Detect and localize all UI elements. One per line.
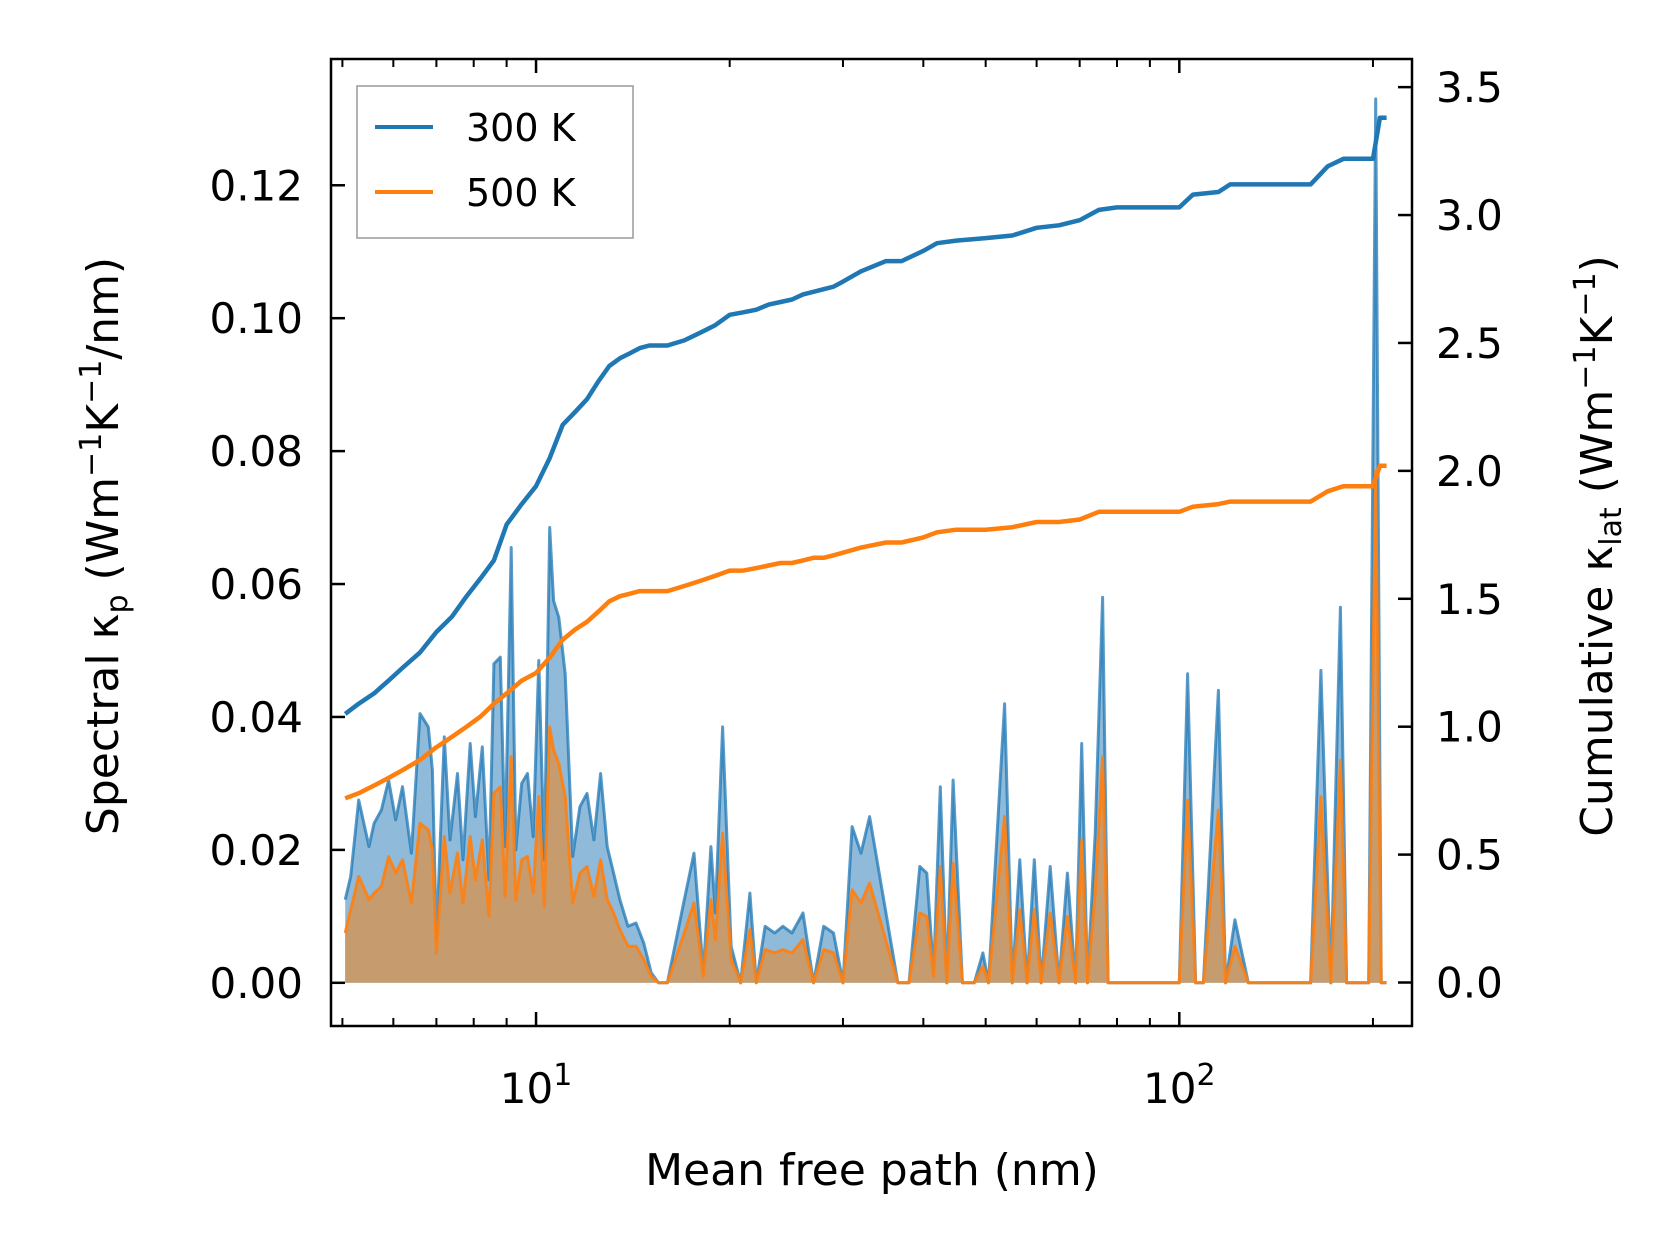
y-right-title-unit: ) bbox=[1572, 255, 1623, 272]
y-left-tick-label: 0.06 bbox=[209, 560, 303, 609]
x-ticks bbox=[341, 59, 1374, 1026]
cumulative-series-layer bbox=[343, 115, 1387, 801]
y-right-tick-label: 0.0 bbox=[1436, 959, 1503, 1008]
x-tick-exponent: 2 bbox=[1196, 1058, 1215, 1093]
x-tick-exponent: 1 bbox=[553, 1058, 572, 1093]
y-left-tick-label: 0.10 bbox=[209, 294, 303, 343]
y-right-title-superscript: −1 bbox=[1568, 272, 1603, 316]
y-right-tick-label: 1.5 bbox=[1436, 575, 1503, 624]
y-left-title-superscript: −1 bbox=[74, 433, 109, 477]
spectral-area-500k-outline bbox=[343, 469, 1387, 985]
y-left-tick-label: 0.00 bbox=[209, 959, 303, 1008]
spectral-area-500k-fill bbox=[345, 471, 1387, 983]
y-right-axis: 0.0 0.5 1.0 1.5 2.0 2.5 3.0 3.5 bbox=[1398, 63, 1503, 1008]
legend-box bbox=[356, 85, 634, 239]
y-left-title-main: Spectral κ bbox=[78, 614, 129, 836]
y-right-tick-label: 3.0 bbox=[1436, 191, 1503, 240]
cumulative-line-300k bbox=[343, 115, 1387, 716]
x-tick-base: 10 bbox=[500, 1064, 553, 1113]
y-left-tick-label: 0.08 bbox=[209, 427, 303, 476]
y-right-axis-title: Cumulative κlat (Wm−1K−1) bbox=[1568, 255, 1629, 837]
x-tick-label: 101 bbox=[500, 1058, 573, 1113]
x-axis: 101 102 bbox=[500, 1058, 1216, 1113]
y-right-tick-label: 2.5 bbox=[1436, 319, 1503, 368]
y-left-axis: 0.00 0.02 0.04 0.06 0.08 0.10 0.12 bbox=[209, 161, 345, 1008]
y-right-title-superscript: −1 bbox=[1568, 345, 1603, 389]
y-left-tick-label: 0.04 bbox=[209, 693, 303, 742]
x-tick-base: 10 bbox=[1143, 1064, 1196, 1113]
legend: 300 K 500 K bbox=[356, 85, 634, 239]
y-left-tick-label: 0.02 bbox=[209, 826, 303, 875]
y-left-title-unit: K bbox=[78, 403, 129, 433]
y-right-tick-label: 0.5 bbox=[1436, 831, 1503, 880]
plot-frame bbox=[329, 57, 1414, 1028]
y-right-title-unit: K bbox=[1572, 315, 1623, 345]
y-right-tick-label: 1.0 bbox=[1436, 703, 1503, 752]
y-right-tick-label: 3.5 bbox=[1436, 63, 1503, 112]
legend-label-300k: 300 K bbox=[466, 106, 577, 150]
x-tick-label: 102 bbox=[1143, 1058, 1216, 1113]
cumulative-line-500k bbox=[344, 463, 1387, 801]
spectral-series-layer bbox=[343, 97, 1387, 985]
y-right-title-unit: (Wm bbox=[1572, 390, 1623, 508]
y-left-title-unit: (Wm bbox=[78, 477, 129, 595]
y-right-title-subscript: lat bbox=[1594, 507, 1629, 546]
x-axis-title: Mean free path (nm) bbox=[645, 1145, 1099, 1196]
y-right-title-main: Cumulative κ bbox=[1572, 546, 1623, 837]
y-left-axis-title: Spectral κp (Wm−1K−1/nm) bbox=[74, 257, 135, 835]
y-right-tick-label: 2.0 bbox=[1436, 447, 1503, 496]
legend-label-500k: 500 K bbox=[466, 171, 577, 215]
y-left-title-superscript: −1 bbox=[74, 360, 109, 404]
y-left-title-subscript: p bbox=[100, 594, 135, 613]
y-left-tick-label: 0.12 bbox=[209, 161, 303, 210]
y-left-title-unit: /nm) bbox=[78, 257, 129, 360]
